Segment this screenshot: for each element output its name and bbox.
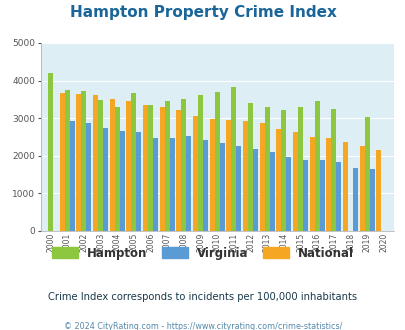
- Bar: [115, 107, 119, 231]
- Bar: [98, 100, 103, 231]
- Legend: Hampton, Virginia, National: Hampton, Virginia, National: [52, 247, 353, 260]
- Bar: [93, 95, 98, 231]
- Bar: [131, 92, 136, 231]
- Bar: [276, 129, 281, 231]
- Bar: [202, 140, 207, 231]
- Bar: [226, 120, 231, 231]
- Bar: [70, 121, 75, 231]
- Bar: [330, 109, 335, 231]
- Bar: [281, 110, 286, 231]
- Bar: [352, 168, 357, 231]
- Bar: [65, 90, 70, 231]
- Bar: [109, 99, 115, 231]
- Bar: [219, 143, 224, 231]
- Bar: [309, 137, 314, 231]
- Bar: [252, 149, 258, 231]
- Bar: [136, 132, 141, 231]
- Bar: [48, 73, 53, 231]
- Bar: [247, 103, 252, 231]
- Bar: [364, 117, 369, 231]
- Bar: [236, 146, 241, 231]
- Bar: [164, 101, 169, 231]
- Bar: [126, 101, 131, 231]
- Bar: [76, 94, 81, 231]
- Text: Hampton Property Crime Index: Hampton Property Crime Index: [69, 5, 336, 20]
- Bar: [231, 86, 236, 231]
- Bar: [143, 105, 148, 231]
- Bar: [198, 95, 202, 231]
- Bar: [181, 99, 186, 231]
- Bar: [243, 121, 247, 231]
- Text: Crime Index corresponds to incidents per 100,000 inhabitants: Crime Index corresponds to incidents per…: [48, 292, 357, 302]
- Bar: [326, 139, 330, 231]
- Bar: [169, 138, 174, 231]
- Bar: [314, 101, 319, 231]
- Bar: [342, 142, 347, 231]
- Text: © 2024 CityRating.com - https://www.cityrating.com/crime-statistics/: © 2024 CityRating.com - https://www.city…: [64, 322, 341, 330]
- Bar: [359, 147, 364, 231]
- Bar: [264, 107, 269, 231]
- Bar: [369, 169, 374, 231]
- Bar: [269, 152, 274, 231]
- Bar: [192, 116, 198, 231]
- Bar: [209, 118, 214, 231]
- Bar: [159, 107, 164, 231]
- Bar: [214, 92, 219, 231]
- Bar: [297, 107, 302, 231]
- Bar: [292, 132, 297, 231]
- Bar: [375, 150, 380, 231]
- Bar: [103, 128, 108, 231]
- Bar: [319, 159, 324, 231]
- Bar: [119, 131, 124, 231]
- Bar: [335, 162, 341, 231]
- Bar: [86, 123, 91, 231]
- Bar: [302, 160, 307, 231]
- Bar: [60, 93, 65, 231]
- Bar: [81, 91, 86, 231]
- Bar: [259, 123, 264, 231]
- Bar: [186, 136, 191, 231]
- Bar: [286, 156, 291, 231]
- Bar: [176, 110, 181, 231]
- Bar: [148, 105, 153, 231]
- Bar: [153, 138, 158, 231]
